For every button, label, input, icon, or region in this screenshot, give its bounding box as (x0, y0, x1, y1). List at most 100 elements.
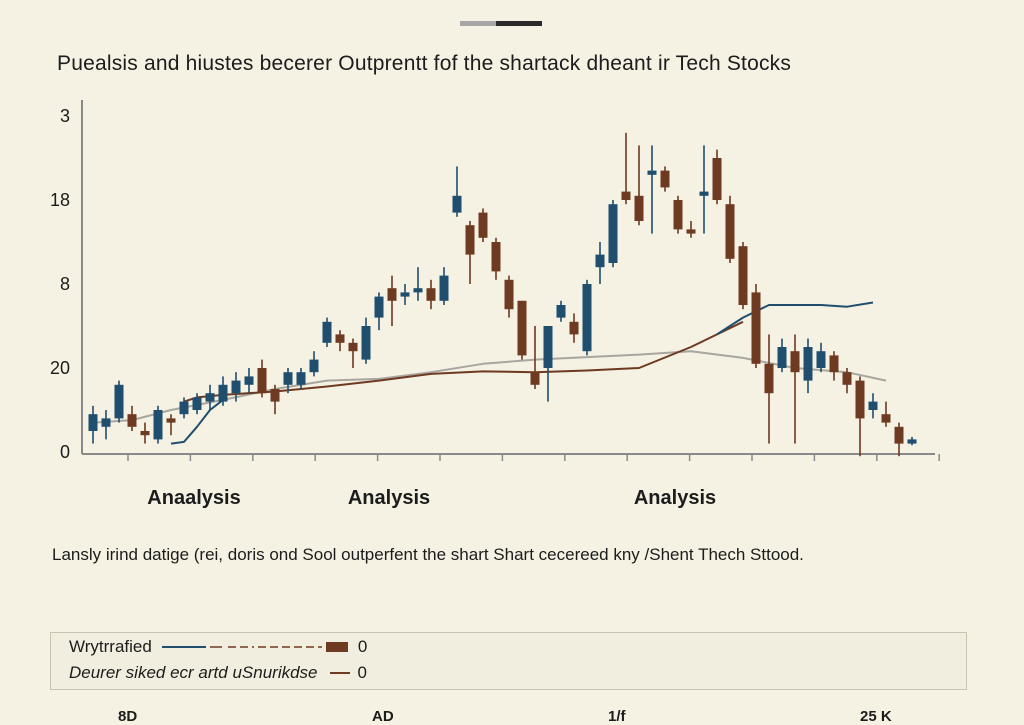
candle (335, 330, 345, 352)
candle (712, 149, 722, 205)
candle-body (660, 170, 670, 188)
candle-body (777, 347, 787, 368)
section-label-1: Analysis (348, 487, 430, 509)
candle-body (491, 242, 501, 272)
candle (816, 342, 826, 373)
candle-body (842, 372, 852, 385)
candle (114, 380, 124, 423)
candle-body (712, 158, 722, 200)
legend-value-0: 0 (357, 637, 368, 656)
candle (842, 368, 852, 394)
candle-body (829, 355, 839, 373)
candle (205, 384, 215, 410)
chart-caption: Lansly irind datige (rei, doris ond Sool… (52, 545, 804, 564)
candle (270, 384, 280, 415)
candle-body (673, 200, 683, 230)
candle (283, 368, 293, 394)
candle-body (569, 321, 579, 335)
candle (777, 338, 787, 373)
candle (894, 422, 904, 457)
candle-body (257, 368, 267, 394)
candle (374, 292, 384, 331)
candle-body (803, 347, 813, 381)
bottom-cutoff-labels: 8D AD 1/f 25 K (0, 708, 1024, 725)
bottom-tick-0: 8D (118, 708, 138, 725)
candle-body (179, 401, 189, 415)
candle (439, 267, 449, 305)
candle-body (517, 300, 527, 356)
candle-body (582, 284, 592, 352)
candle-body (270, 389, 280, 402)
candle (907, 436, 917, 446)
chart-axes (81, 100, 940, 461)
series-line-2 (170, 399, 224, 445)
candle-body (192, 397, 202, 410)
candle (751, 284, 761, 368)
candle-body (283, 372, 293, 385)
y-axis-ticks: 0 20 8 18 3 (50, 106, 70, 462)
candle (88, 405, 98, 444)
candle-body (205, 393, 215, 402)
candle (647, 145, 657, 234)
candle-body (595, 254, 605, 268)
candle (595, 242, 605, 284)
candle (426, 279, 436, 310)
candle-body (218, 384, 228, 402)
candle (530, 326, 540, 389)
candle-body (881, 414, 891, 423)
candle (478, 208, 488, 242)
candle (465, 221, 475, 284)
candle-body (621, 191, 631, 200)
candle (543, 326, 553, 402)
candle-body (647, 170, 657, 175)
candle-body (465, 225, 475, 255)
candle-body (348, 342, 358, 352)
legend-swatch-0 (161, 642, 348, 652)
candle (387, 275, 397, 326)
candle (244, 368, 254, 394)
candle (868, 393, 878, 419)
candle (699, 145, 709, 234)
candle (686, 221, 696, 238)
candle-body (556, 305, 566, 318)
candle (101, 410, 111, 440)
legend-item-0: Wrytrrafied 0 (69, 637, 367, 657)
candle-body (751, 292, 761, 364)
candle-body (361, 326, 371, 360)
legend-label-1: Deurer siked ecr artd uSnurikdse (69, 663, 318, 682)
x-section-labels: Anaalysis Analysis Analysis (147, 487, 716, 509)
candle-body (686, 229, 696, 234)
legend-item-1: Deurer siked ecr artd uSnurikdse 0 (69, 663, 367, 683)
series-line-3 (716, 301, 874, 336)
candle (673, 195, 683, 234)
candle-body (413, 288, 423, 293)
candle-body (296, 372, 306, 385)
candle (322, 317, 332, 347)
candle-body (127, 414, 137, 427)
candle-body (608, 204, 618, 263)
candles (88, 132, 917, 457)
candle-body (868, 401, 878, 410)
candle-body (140, 431, 150, 436)
candle-body (166, 418, 176, 423)
section-label-0: Anaalysis (147, 487, 240, 509)
candle (218, 376, 228, 406)
candle-body (439, 275, 449, 301)
candle (517, 300, 527, 360)
candle-body (309, 359, 319, 373)
legend-value-1: 0 (357, 663, 367, 682)
candle (179, 397, 189, 419)
y-tick-label: 20 (50, 358, 70, 378)
candle (634, 145, 644, 226)
candle (452, 166, 462, 217)
candle (361, 317, 371, 364)
candle (296, 368, 306, 389)
y-tick-label: 3 (60, 106, 70, 126)
candle-body (634, 195, 644, 221)
candle-body (543, 326, 553, 368)
legend-swatch-1 (329, 672, 350, 674)
candle (582, 279, 592, 356)
candle-body (764, 363, 774, 394)
candle-body (387, 288, 397, 301)
